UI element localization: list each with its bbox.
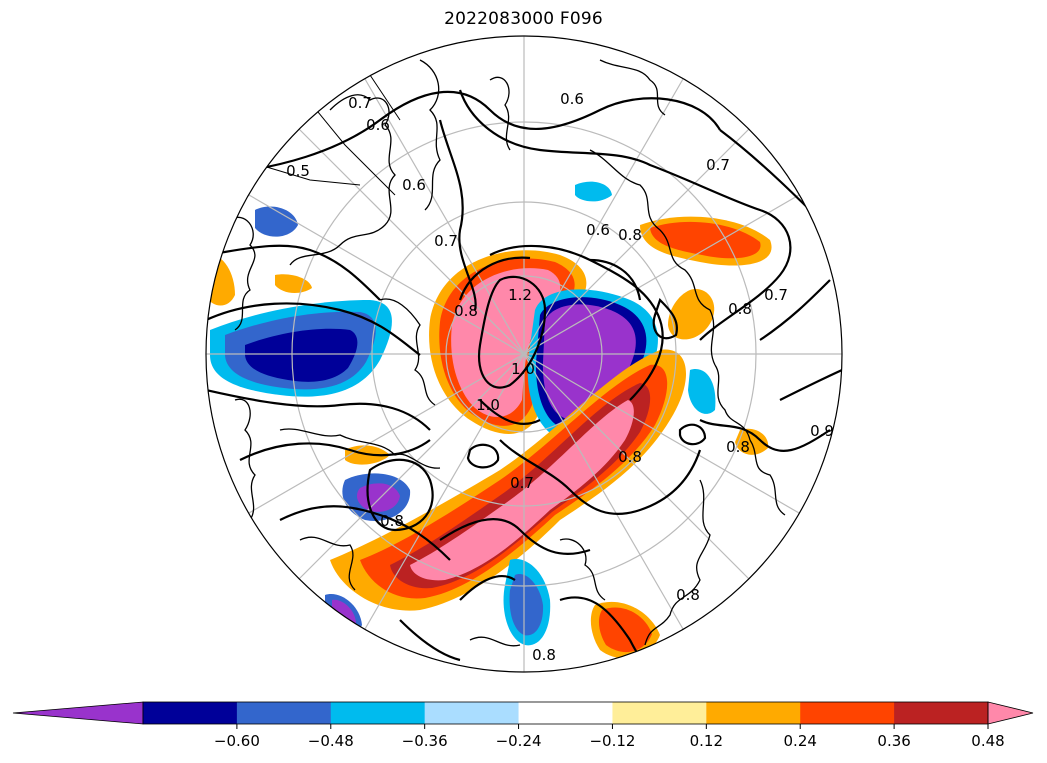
negative-anomaly-blob	[255, 206, 298, 237]
contour-label: 1.0	[476, 396, 500, 414]
colorbar-tick-label: 0.48	[971, 732, 1004, 750]
colorbar-tick-label: 0.36	[877, 732, 910, 750]
negative-anomaly-blob	[575, 181, 612, 202]
negative-anomaly-blob	[688, 369, 716, 414]
colorbar-tick-label: −0.12	[589, 732, 635, 750]
negative-anomaly-blob	[509, 574, 544, 636]
colorbar-segment	[424, 702, 520, 724]
anomaly-shading	[206, 181, 772, 659]
contour-label: 0.8	[380, 512, 404, 530]
colorbar-segment	[894, 702, 989, 724]
contour-label: 0.6	[586, 221, 610, 239]
colorbar-tick-label: −0.24	[496, 732, 542, 750]
colorbar-tick-label: −0.60	[214, 732, 260, 750]
contour-label: 0.7	[434, 232, 458, 250]
map-boundary	[205, 35, 843, 673]
coastlines	[229, 59, 786, 647]
graticule	[206, 36, 842, 672]
contour-label-group: 0.6 0.6 0.6 0.7 0.7 0.5 0.7 0.8 1.2 1.0 1.0 0.8 0.7 0…	[286, 90, 834, 664]
contour-label: 0.6	[402, 176, 426, 194]
contour-label: 0.7	[764, 286, 788, 304]
colorbar-segment	[330, 702, 426, 724]
contour-label: 0.8	[618, 448, 642, 466]
colorbar-extend-max	[987, 701, 1034, 725]
colorbar-outline	[142, 701, 989, 725]
contour-label: 0.7	[706, 156, 730, 174]
positive-anomaly-ne	[668, 289, 715, 340]
colorbar-segment	[143, 702, 238, 724]
colorbar-segment	[236, 702, 332, 724]
contour-label: 0.6	[560, 90, 584, 108]
map-title: 2022083000 F096	[444, 9, 603, 29]
negative-anomaly-west	[245, 328, 358, 382]
colorbar-segment	[612, 702, 707, 724]
contour-label: 0.9	[810, 422, 834, 440]
contour-label: 0.5	[286, 162, 310, 180]
contour-label: 0.7	[348, 94, 372, 112]
polar-map: 0.6 0.6 0.6 0.7 0.7 0.5 0.7 0.8 1.2 1.0 1.0 0.8 0.7 0…	[205, 35, 843, 673]
colorbar-tick-label: −0.48	[308, 732, 354, 750]
contour-label: 0.8	[726, 438, 750, 456]
contour-label: 0.8	[618, 226, 642, 244]
colorbar-extend-min	[12, 701, 144, 725]
contour-label: 0.7	[510, 474, 534, 492]
contour-label: 0.8	[728, 300, 752, 318]
colorbar-segment	[706, 702, 801, 724]
positive-anomaly-blob	[598, 607, 652, 653]
contour-label: 0.8	[532, 646, 556, 664]
positive-anomaly-band	[410, 400, 634, 581]
colorbar-segment	[518, 702, 613, 724]
colorbar-tick-label: −0.36	[402, 732, 448, 750]
positive-anomaly-blob	[275, 274, 312, 294]
contour-label: 0.6	[366, 116, 390, 134]
contour-label: 1.0	[511, 360, 535, 378]
colorbar-tick-label: 0.12	[690, 732, 723, 750]
contour-label: 1.2	[508, 286, 532, 304]
contour-label: 0.8	[676, 586, 700, 604]
colorbar-segment	[800, 702, 895, 724]
positive-anomaly-ne	[650, 221, 761, 259]
colorbar-tick-label: 0.24	[784, 732, 817, 750]
contour-label: 0.8	[454, 302, 478, 320]
